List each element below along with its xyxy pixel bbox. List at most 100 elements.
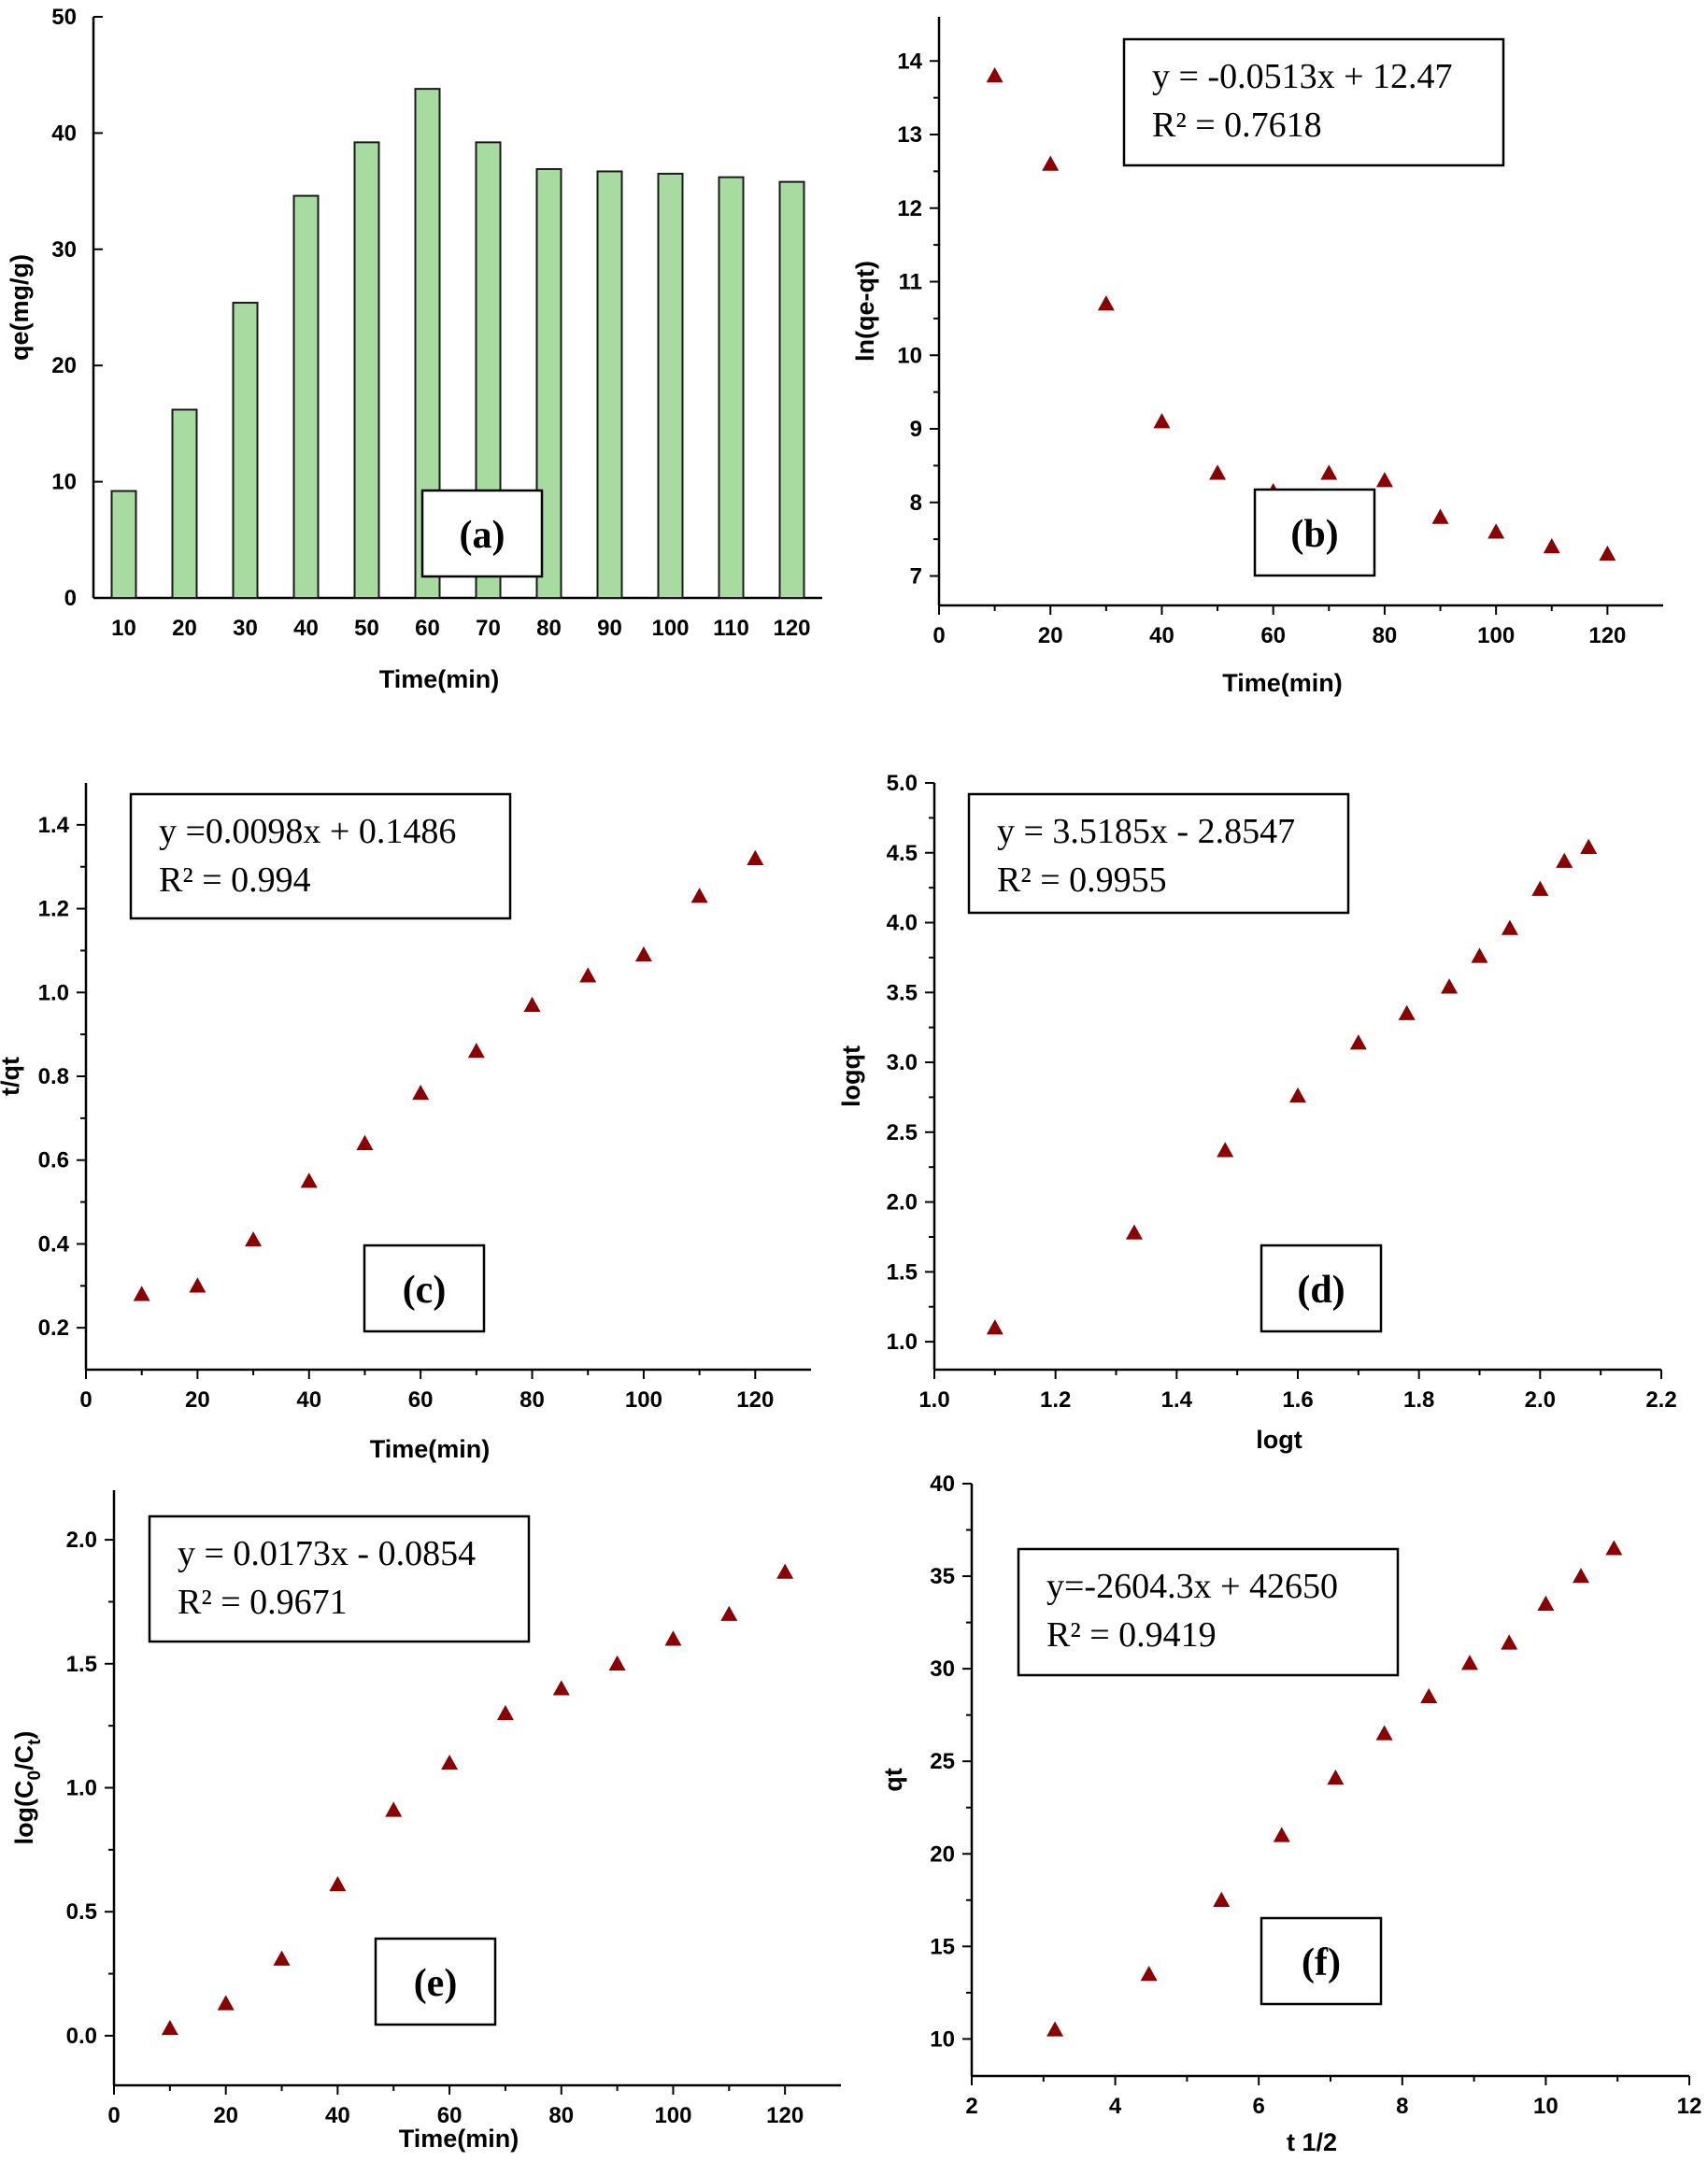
y-tick-label: 0.4 xyxy=(38,1231,70,1257)
panel-c: 0 20 40 60 80 100 120 0.2 0.4 0.6 0.8 1.0 1.2 1.4 y =0… xyxy=(0,783,811,1463)
x-axis-label: Time(min) xyxy=(399,2125,520,2153)
x-tick-label: 80 xyxy=(1373,623,1398,648)
data-point xyxy=(1349,1034,1367,1050)
x-axis-label: Time(min) xyxy=(379,665,500,693)
data-point xyxy=(1599,545,1616,562)
equation-box xyxy=(1017,1547,1400,1677)
y-tick-label: 3.0 xyxy=(887,1050,918,1075)
regression-equation: y =0.0098x + 0.1486 xyxy=(159,812,456,851)
y-tick-label: 14 xyxy=(897,49,922,74)
y-tick-label: 15 xyxy=(930,1934,955,1959)
panel-label: (d) xyxy=(1297,1269,1345,1312)
y-axis-label: ln(qe-qt) xyxy=(851,261,879,362)
bar-100 xyxy=(657,172,684,599)
r-squared: R² = 0.994 xyxy=(159,860,311,900)
y-tick-label: 10 xyxy=(930,2026,955,2052)
x-tick-label: 10 xyxy=(1533,2094,1559,2119)
x-tick-label: 60 xyxy=(415,616,440,641)
bar-120 xyxy=(778,180,805,599)
data-point xyxy=(720,1605,738,1621)
y-axis-label: log(C0/Ct) xyxy=(10,1731,45,1845)
data-point xyxy=(1320,464,1338,480)
data-point xyxy=(1375,472,1393,488)
data-point xyxy=(1097,295,1115,311)
y-tick-label: 20 xyxy=(51,353,77,378)
data-point xyxy=(664,1630,682,1646)
r-squared: R² = 0.7618 xyxy=(1152,106,1322,145)
x-axis-label: logt xyxy=(1256,1426,1302,1454)
data-point xyxy=(441,1754,459,1770)
data-point xyxy=(1398,1004,1416,1020)
y-tick-label: 10 xyxy=(897,343,922,368)
data-point xyxy=(552,1680,570,1696)
data-point xyxy=(467,1043,485,1059)
y-tick-label: 5.0 xyxy=(887,771,918,796)
x-tick-label: 120 xyxy=(1588,623,1626,648)
x-tick-label: 120 xyxy=(736,1387,774,1413)
data-point xyxy=(1537,1595,1555,1611)
panel-label-box xyxy=(374,1937,497,2026)
x-tick-label: 70 xyxy=(476,616,501,641)
x-tick-label: 2 xyxy=(965,2094,977,2119)
data-point xyxy=(1420,1687,1438,1704)
x-axis-label: t 1/2 xyxy=(1287,2128,1337,2156)
y-tick-label: 1.0 xyxy=(38,980,69,1005)
bar-20 xyxy=(171,408,198,599)
x-tick-label: 1.8 xyxy=(1403,1387,1434,1413)
y-tick-label: 9 xyxy=(910,417,922,442)
x-tick-label: 10 xyxy=(111,616,136,641)
data-point xyxy=(1289,1087,1306,1103)
data-point xyxy=(161,2019,178,2036)
data-point xyxy=(1543,538,1560,554)
data-point xyxy=(608,1655,626,1671)
panel-label-box xyxy=(1253,488,1376,577)
y-tick-label: 2.0 xyxy=(66,1528,97,1553)
regression-equation: y = -0.0513x + 12.47 xyxy=(1152,57,1453,96)
x-tick-label: 60 xyxy=(408,1387,434,1413)
panel-a: 0 10 20 30 40 50 10 20 30 40 50 60 70 80 90 100 110 120 (a… xyxy=(6,5,822,693)
x-tick-label: 2.2 xyxy=(1645,1387,1676,1413)
x-tick-label: 1.4 xyxy=(1161,1387,1193,1413)
data-point xyxy=(496,1704,514,1721)
y-tick-label: 2.5 xyxy=(887,1120,918,1145)
x-tick-label: 20 xyxy=(172,616,197,641)
equation-box xyxy=(1122,37,1505,167)
x-tick-label: 80 xyxy=(536,616,562,641)
y-axis-label: qt xyxy=(879,1768,907,1791)
data-point xyxy=(245,1230,263,1247)
data-point xyxy=(1487,523,1505,539)
data-point xyxy=(189,1277,206,1293)
y-tick-label: 0.8 xyxy=(38,1064,69,1089)
y-tick-label: 11 xyxy=(899,270,922,295)
x-tick-label: 40 xyxy=(293,616,319,641)
x-tick-label: 8 xyxy=(1396,2094,1408,2119)
y-axis-label: t/qt xyxy=(0,1057,24,1096)
data-point xyxy=(1441,978,1459,994)
x-tick-label: 110 xyxy=(713,616,749,641)
data-point xyxy=(1213,1891,1231,1907)
r-squared: R² = 0.9671 xyxy=(178,1583,348,1622)
data-point xyxy=(747,849,764,865)
data-point xyxy=(1501,1634,1518,1650)
x-tick-label: 0 xyxy=(79,1387,92,1413)
data-point xyxy=(690,888,708,903)
data-point xyxy=(1605,1540,1623,1556)
y-tick-label: 0.0 xyxy=(66,2024,97,2049)
x-tick-label: 40 xyxy=(325,2103,350,2128)
data-point xyxy=(1327,1770,1345,1785)
x-tick-label: 40 xyxy=(1149,623,1174,648)
bar-50 xyxy=(353,141,380,600)
bar-110 xyxy=(718,176,745,599)
r-squared: R² = 0.9419 xyxy=(1046,1615,1217,1655)
y-tick-label: 3.5 xyxy=(887,980,918,1005)
panel-d: 1.0 1.2 1.4 1.6 1.8 2.0 2.2 1.0 1.5 2.0 2.5 3.0 3.5 4… xyxy=(837,771,1677,1454)
y-tick-label: 4.5 xyxy=(887,841,918,866)
r-squared: R² = 0.9955 xyxy=(997,860,1167,900)
x-axis-label: Time(min) xyxy=(370,1435,491,1463)
data-point xyxy=(385,1801,403,1817)
data-point xyxy=(634,945,652,962)
x-tick-label: 120 xyxy=(766,2103,804,2128)
y-tick-label: 1.0 xyxy=(66,1776,97,1801)
data-point xyxy=(1140,1966,1158,1982)
